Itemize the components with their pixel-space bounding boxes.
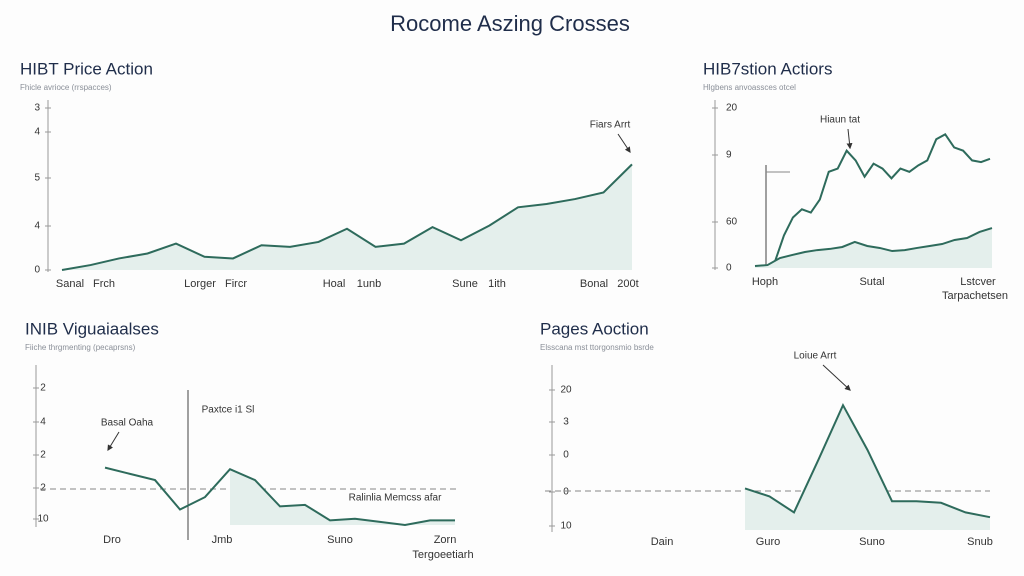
- x-tick-label: Bonal: [580, 278, 608, 290]
- y-tick-label: 9: [726, 150, 732, 161]
- x-tick-label: 1unb: [357, 278, 381, 290]
- y-tick-label: 4: [40, 417, 46, 428]
- x-tick-label: Dain: [651, 536, 674, 548]
- x-tick-label: Sanal: [56, 278, 84, 290]
- area: [745, 405, 990, 530]
- x-tick-label: 1ith: [488, 278, 506, 290]
- x-tick-label: Frch: [93, 278, 115, 290]
- line: [61, 163, 633, 271]
- annotation: Hiaun tat: [820, 115, 860, 126]
- x-tick-label: Lorger: [184, 278, 216, 290]
- chart-subtitle: Elsscana mst ttorgonsmio bsrde: [540, 343, 654, 352]
- line: [774, 133, 991, 262]
- annotation: Paxtce i1 Sl: [202, 405, 255, 416]
- annotation: Loiue Arrt: [794, 351, 837, 362]
- x-tick-label: Sune: [452, 278, 478, 290]
- y-tick-label: 5: [34, 173, 40, 184]
- y-tick-label: 2: [40, 383, 46, 394]
- y-tick-label: 60: [726, 217, 738, 228]
- x-tick-label: Sutal: [859, 276, 884, 288]
- y-tick-label: 3: [563, 417, 569, 428]
- chart-title: Pages Aoction: [540, 319, 649, 338]
- chart-subtitle: Hlgbens anvoassces otcel: [703, 83, 796, 92]
- chart-subtitle: Fhicle avrioce (rrspacces): [20, 83, 112, 92]
- x-tick-label: Lstcver: [960, 276, 996, 288]
- annotation: Ralinlia Memcss afar: [349, 493, 442, 504]
- x-tick-label: Zorn: [434, 534, 457, 546]
- y-tick-label: 10: [560, 521, 572, 532]
- y-tick-label: 4: [34, 127, 40, 138]
- annotation-arrow: [846, 128, 853, 150]
- y-tick-label: 2: [40, 483, 46, 494]
- line: [744, 402, 991, 519]
- x-tick-label: Dro: [103, 534, 121, 546]
- annotation: Basal Oaha: [101, 418, 154, 429]
- area: [230, 469, 455, 525]
- chart-subtitle: Fiiche thrgmenting (pecaprsns): [25, 343, 136, 352]
- chart-title: INIB Viguaiaalses: [25, 319, 159, 338]
- x-tick-label: Tarpachetsen: [942, 290, 1008, 302]
- y-tick-label: 10: [37, 514, 49, 525]
- annotation: Fiars Arrt: [590, 120, 631, 131]
- x-tick-label: Hoal: [323, 278, 346, 290]
- x-tick-label: Hoph: [752, 276, 778, 288]
- annotation-arrow: [107, 431, 120, 452]
- y-tick-label: 2: [40, 450, 46, 461]
- x-tick-label: Guro: [756, 536, 780, 548]
- x-tick-label: Suno: [859, 536, 885, 548]
- x-tick-label: Tergoeetiarh: [412, 549, 473, 561]
- chart-title: HIB7stion Actiors: [703, 59, 832, 78]
- line: [104, 466, 455, 527]
- y-tick-label: 20: [560, 385, 572, 396]
- x-tick-label: 200t: [617, 278, 638, 290]
- line: [754, 227, 993, 268]
- y-tick-label: 0: [726, 263, 732, 274]
- annotation-arrow: [822, 364, 851, 391]
- y-tick-label: 0: [563, 487, 569, 498]
- x-tick-label: Suno: [327, 534, 353, 546]
- chart-title: HIBT Price Action: [20, 59, 153, 78]
- x-tick-label: Jmb: [212, 534, 233, 546]
- y-tick-label: 0: [563, 450, 569, 461]
- y-tick-label: 20: [726, 103, 738, 114]
- y-tick-label: 4: [34, 221, 40, 232]
- y-tick-label: 0: [34, 265, 40, 276]
- y-tick-label: 3: [34, 103, 40, 114]
- page-title: Rocome Aszing Crosses: [390, 11, 630, 36]
- annotation-arrow: [617, 133, 631, 153]
- area: [62, 164, 632, 270]
- x-tick-label: Fircr: [225, 278, 247, 290]
- area: [755, 228, 992, 268]
- x-tick-label: Snub: [967, 536, 993, 548]
